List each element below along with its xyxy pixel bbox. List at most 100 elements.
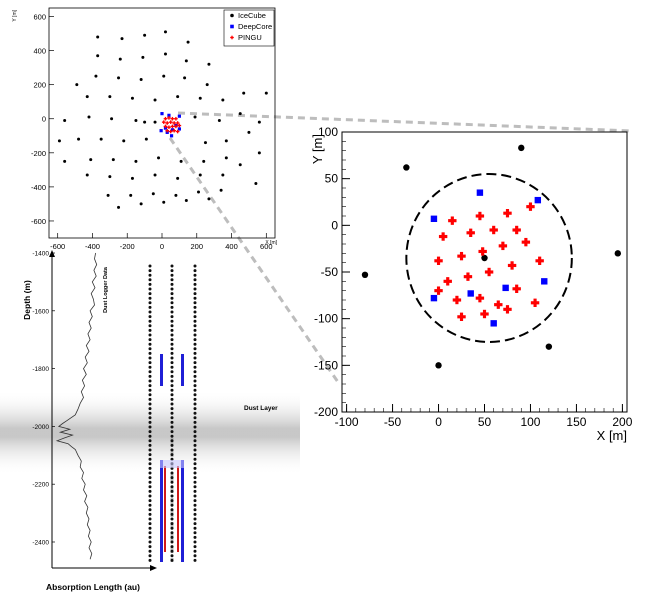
dom [170,402,174,406]
data-point [129,193,133,197]
dom [193,466,197,470]
data-point [153,173,157,177]
dom [170,393,174,397]
dom [148,296,152,300]
y-tick-label: -400 [31,183,46,192]
dom [193,485,197,489]
dom [170,416,174,420]
dom [148,448,152,452]
dom [193,269,197,273]
dom [193,347,197,351]
data-point [99,137,103,141]
dom [193,489,197,493]
y-tick-label: -2200 [32,482,49,489]
dom [193,370,197,374]
dom [193,273,197,277]
deepcore-lower-right [181,460,184,562]
y-tick-label: -50 [321,265,339,279]
plot-frame [341,131,628,413]
x-tick-label: -600 [50,242,65,251]
y-tick-label: -200 [314,405,338,419]
data-point [177,127,181,131]
y-tick-label: -200 [31,149,46,158]
y-axis-label: Y [m] [12,9,18,21]
data-point [476,189,484,196]
dom [148,489,152,493]
data-point [108,175,112,179]
dom [148,471,152,475]
data-point [89,158,93,162]
dom [170,549,174,553]
dom [193,480,197,484]
dom [148,485,152,489]
dom [148,535,152,539]
data-point [186,40,190,44]
dom [193,462,197,466]
dom [148,522,152,526]
dom [148,512,152,516]
dom [170,370,174,374]
dom [193,549,197,553]
dom [148,370,152,374]
data-point [238,163,242,167]
data-point [518,144,525,152]
data-point [202,159,206,163]
data-point [217,118,221,122]
dom [193,471,197,475]
x-axis-label: Absorption Length (au) [46,582,140,592]
dom [193,361,197,365]
y-tick-label: -2000 [32,424,49,431]
dom [170,305,174,309]
dom [170,425,174,429]
data-point [117,205,121,209]
x-tick-label: 200 [612,415,632,429]
dom [170,489,174,493]
data-point [224,156,228,160]
y-tick-label: 50 [325,172,339,186]
dom [193,508,197,512]
dom [193,328,197,332]
dom [170,531,174,535]
dom [193,425,197,429]
data-point [144,137,148,141]
annotation-dust-logger: Dust Logger Data [103,266,109,313]
dom [193,457,197,461]
dom [170,342,174,346]
data-point [197,190,201,194]
data-point [179,159,183,163]
data-point [467,290,474,297]
data-point [430,215,438,222]
top-left-detector-map: -600 -400 -200 0 200 400 600 -600 -400 -200 0 200 40… [12,7,278,251]
dom [193,305,197,309]
deepcore-upper-right [181,354,184,386]
pingu-boundary-circle [405,173,573,343]
y-tick-label: 100 [318,125,338,139]
data-point [139,202,143,206]
dom [148,466,152,470]
dom [148,499,152,503]
dom [170,292,174,296]
legend-marker [230,24,234,29]
dom [148,301,152,305]
dom [148,328,152,332]
data-point [198,173,202,177]
x-axis-label: X [m] [597,428,627,443]
data-point [177,114,181,118]
dom [193,476,197,480]
dom [170,365,174,369]
dom [148,356,152,360]
data-point [184,199,188,203]
data-point [163,30,167,34]
data-point [193,115,197,119]
data-point [75,83,79,87]
data-point [110,117,114,121]
data-point [221,98,225,102]
y-tick-label: -100 [314,312,338,326]
dom [170,443,174,447]
dom [148,338,152,342]
dom [170,269,174,273]
series-icecube [361,144,622,369]
dom [170,315,174,319]
data-point [111,158,115,162]
data-point [435,362,442,369]
